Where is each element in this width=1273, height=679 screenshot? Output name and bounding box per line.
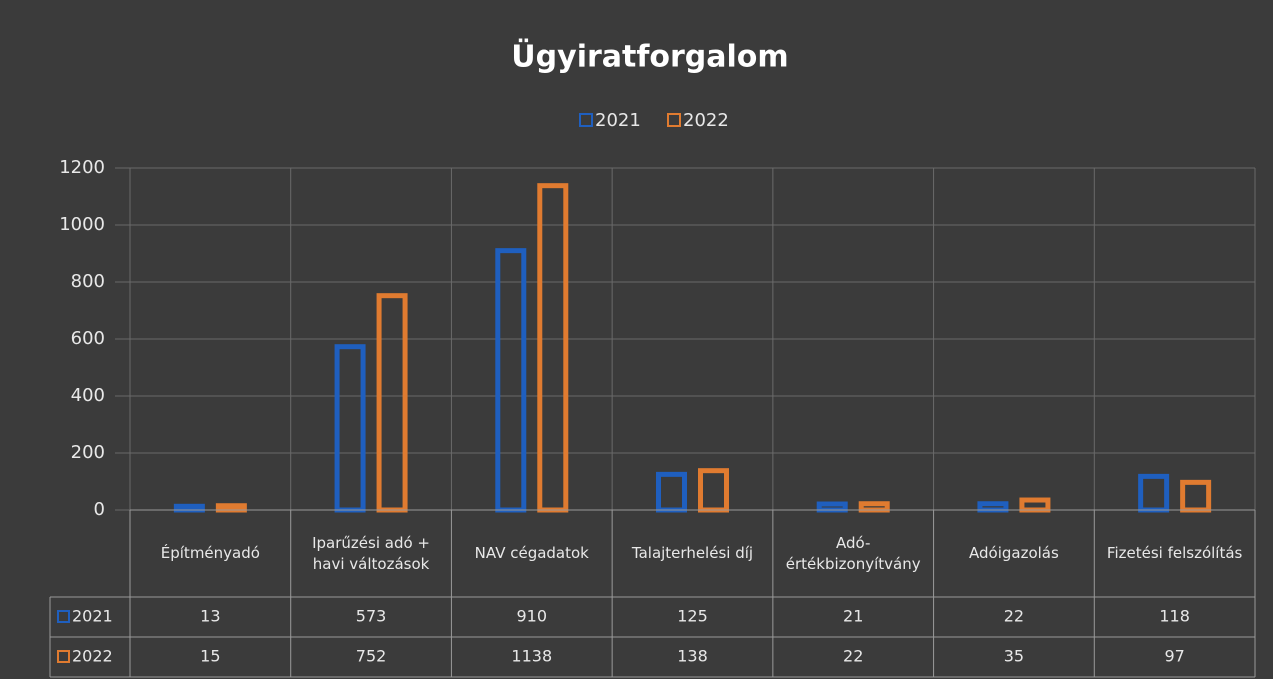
data-table-value: 125 xyxy=(677,607,708,626)
x-tick-cell: Iparűzési adó + havi változások xyxy=(312,533,430,573)
x-tick-label: Iparűzési adó + havi változások xyxy=(312,533,430,573)
y-tick-label: 400 xyxy=(71,385,105,406)
x-tick-label: Építményadó xyxy=(160,544,260,562)
y-tick-label: 600 xyxy=(71,328,105,349)
table-legend-key xyxy=(57,650,70,663)
table-legend-key xyxy=(57,610,70,623)
data-table-value: 138 xyxy=(677,647,708,666)
x-tick-cell: Fizetési felszólítás xyxy=(1106,544,1243,562)
x-tick-label: Fizetési felszólítás xyxy=(1106,544,1243,562)
legend-label: 2022 xyxy=(683,110,729,131)
y-tick-label: 1200 xyxy=(59,157,105,178)
data-table-value: 910 xyxy=(517,607,548,626)
y-tick-label: 800 xyxy=(71,271,105,292)
y-tick-label: 200 xyxy=(71,442,105,463)
table-row-label: 2021 xyxy=(72,607,113,626)
x-tick-label: NAV cégadatok xyxy=(474,544,589,562)
table-row-label: 2022 xyxy=(72,647,113,666)
x-tick-label: Adóigazolás xyxy=(969,544,1059,562)
data-table-value: 22 xyxy=(1004,607,1024,626)
legend-key xyxy=(667,113,681,127)
x-tick-label: Talajterhelési díj xyxy=(631,544,754,562)
legend-key xyxy=(579,113,593,127)
data-table-value: 97 xyxy=(1164,647,1184,666)
data-table-value: 573 xyxy=(356,607,387,626)
x-tick-cell: Adóigazolás xyxy=(969,544,1059,562)
legend-label: 2021 xyxy=(595,110,641,131)
x-tick-cell: NAV cégadatok xyxy=(474,544,589,562)
data-table-value: 35 xyxy=(1004,647,1024,666)
data-table-value: 118 xyxy=(1159,607,1190,626)
y-tick-label: 0 xyxy=(94,499,105,520)
data-table-value: 752 xyxy=(356,647,387,666)
data-table-value: 21 xyxy=(843,607,863,626)
x-tick-cell: Adó-értékbizonyítvány xyxy=(785,533,921,573)
data-table-value: 13 xyxy=(200,607,220,626)
x-tick-cell: Építményadó xyxy=(160,544,260,562)
data-table-value: 22 xyxy=(843,647,863,666)
x-tick-cell: Talajterhelési díj xyxy=(631,544,754,562)
data-table-value: 15 xyxy=(200,647,220,666)
x-tick-label: Adó-értékbizonyítvány xyxy=(785,533,921,573)
data-table-value: 1138 xyxy=(511,647,552,666)
y-tick-label: 1000 xyxy=(59,214,105,235)
chart-title: Ügyiratforgalom xyxy=(511,38,788,75)
